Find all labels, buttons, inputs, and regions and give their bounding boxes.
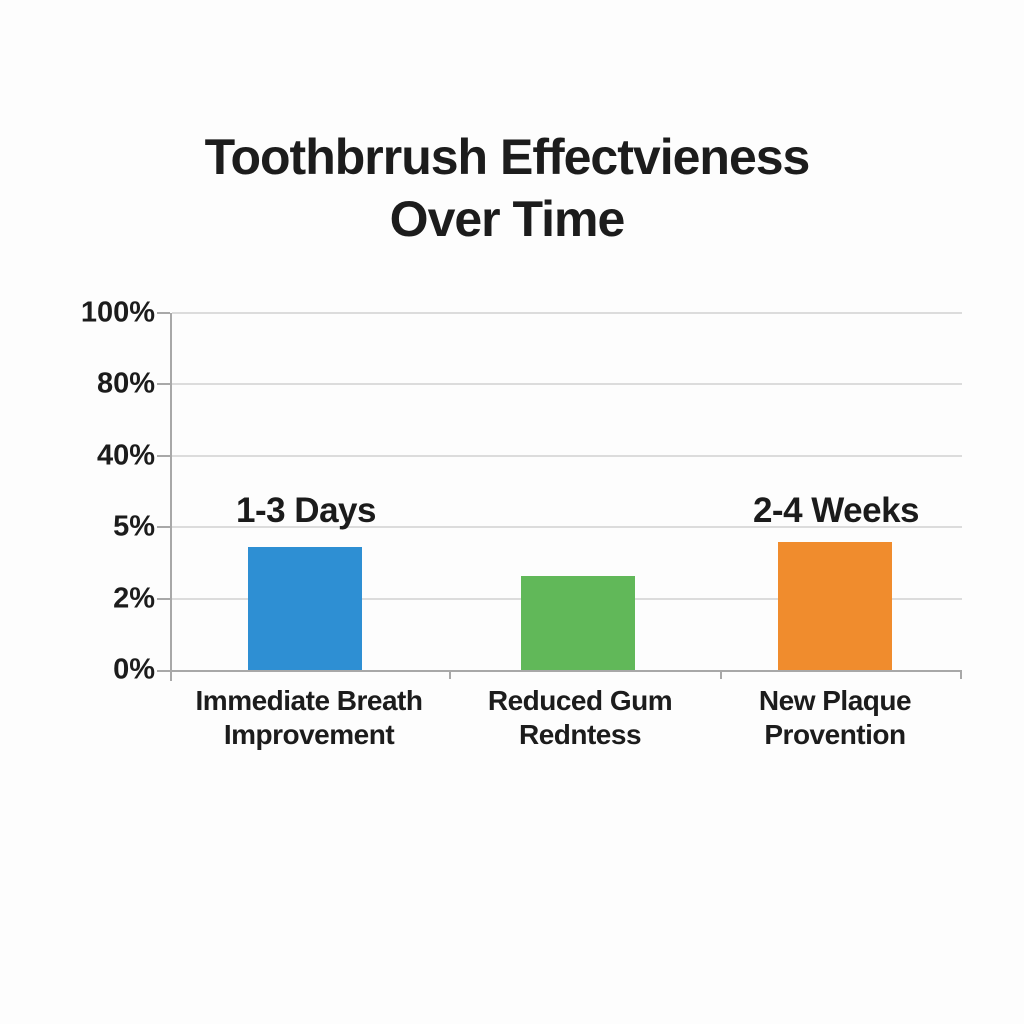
y-axis-tick-labels: 100% 80% 40% 5% 2% 0% <box>18 297 155 686</box>
x-axis-tick-2 <box>720 670 723 679</box>
x-axis-tick-right <box>960 670 962 679</box>
y-tick-label-100pct: 100% <box>80 296 155 329</box>
category-label-immediate-breath-improvement: Immediate Breath Improvement <box>159 684 459 752</box>
y-tick-label-40pct: 40% <box>96 439 155 472</box>
chart-title-line2: Over Time <box>389 191 626 247</box>
category-label-line: Improvement <box>223 719 395 750</box>
bar-new-plaque-provention <box>778 541 892 670</box>
y-tick-label-80pct: 80% <box>96 367 155 400</box>
gridline-40pct <box>157 454 962 457</box>
annotation-1-3-days: 1-3 Days <box>236 491 376 531</box>
x-axis-tick-1 <box>448 670 451 679</box>
category-label-line: Reduced Gum <box>487 685 673 716</box>
y-tick-label-2pct: 2% <box>113 582 155 615</box>
chart-title: Toothbrrush Effectvieness Over Time <box>0 126 1014 250</box>
category-label-line: Provention <box>764 719 906 750</box>
gridline-80pct <box>157 383 962 386</box>
category-label-reduced-gum-redntess: Reduced Gum Redntess <box>430 684 730 752</box>
y-tick-label-0pct: 0% <box>113 653 155 686</box>
y-axis-extension <box>170 670 172 681</box>
category-label-new-plaque-provention: New Plaque Provention <box>685 684 985 752</box>
category-label-line: New Plaque <box>758 685 912 716</box>
gridline-5pct <box>157 526 962 529</box>
category-label-line: Immediate Breath <box>195 685 423 716</box>
y-axis-tick-0pct <box>157 670 170 672</box>
bar-immediate-breath-improvement <box>248 546 362 670</box>
annotation-2-4-weeks: 2-4 Weeks <box>752 491 920 531</box>
bar-reduced-gum-redntess <box>521 576 635 670</box>
category-label-line: Redntess <box>518 719 642 750</box>
chart-title-line1: Toothbrrush Effectvieness <box>204 129 811 185</box>
y-tick-label-5pct: 5% <box>113 510 155 543</box>
gridline-100pct <box>157 312 962 314</box>
plot-area: 1-3 Days 2-4 Weeks <box>157 312 962 681</box>
